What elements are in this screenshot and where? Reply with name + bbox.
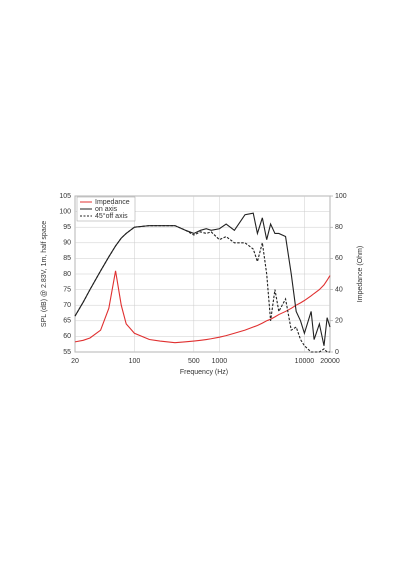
y-tick-label: 70: [63, 302, 71, 309]
y-tick-label: 105: [59, 193, 71, 200]
series-line: [74, 225, 330, 353]
legend-label: on axis: [95, 206, 118, 213]
y-tick-label: 55: [63, 349, 71, 356]
y2-tick-label: 20: [335, 318, 343, 325]
y-axis-label: SPL (dB) @ 2.83V, 1m, half space: [41, 221, 48, 327]
x-tick-label: 1000: [212, 358, 228, 365]
y-tick-label: 60: [63, 333, 71, 340]
y2-tick-label: 60: [335, 255, 343, 262]
y-tick-label: 90: [63, 240, 71, 247]
x-axis-label: Frequency (Hz): [180, 369, 228, 376]
x-tick-label: 10000: [295, 358, 315, 365]
x-tick-label: 20: [71, 358, 79, 365]
legend-label: Impedance: [95, 199, 130, 206]
y2-tick-label: 80: [335, 224, 343, 231]
y2-axis-label: Impedance (Ohm): [357, 246, 364, 302]
y-tick-label: 80: [63, 271, 71, 278]
x-tick-label: 500: [188, 358, 200, 365]
y-tick-label: 75: [63, 286, 71, 293]
y2-tick-label: 0: [335, 349, 339, 356]
y-tick-label: 100: [59, 208, 71, 215]
x-tick-label: 20000: [320, 358, 340, 365]
y2-tick-label: 40: [335, 286, 343, 293]
x-tick-label: 100: [129, 358, 141, 365]
series-line: [74, 270, 331, 344]
y2-tick-label: 100: [335, 193, 347, 200]
y-tick-label: 85: [63, 255, 71, 262]
y-tick-label: 95: [63, 224, 71, 231]
y-tick-label: 65: [63, 318, 71, 325]
legend-label: 45°off axis: [95, 212, 128, 220]
